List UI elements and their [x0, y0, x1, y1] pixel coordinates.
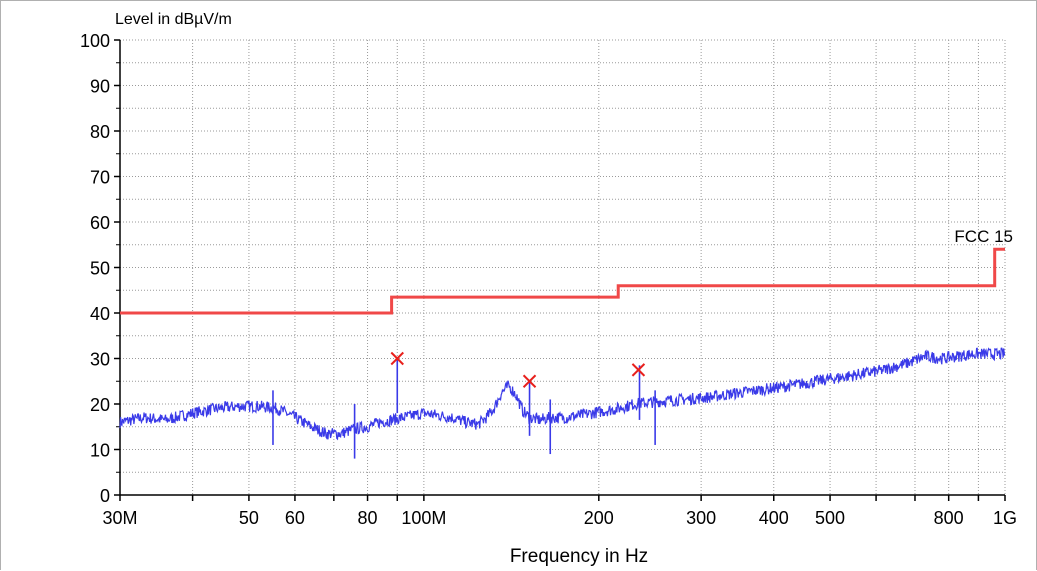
y-tick-label: 60	[90, 213, 110, 233]
limit-line-label: FCC 15	[954, 227, 1013, 246]
axis-ticks: 0 10 20 30 40 50 60 70 80 90 100 30M 50 60 80 100M 200 30…	[80, 31, 1017, 528]
y-tick-label: 0	[100, 486, 110, 506]
y-tick-label: 90	[90, 77, 110, 97]
x-tick-label: 800	[934, 508, 964, 528]
y-axis-label: Level in dBµV/m	[115, 11, 232, 28]
y-tick-label: 100	[80, 31, 110, 51]
y-tick-label: 50	[90, 259, 110, 279]
peak-marker	[631, 363, 646, 377]
x-tick-label: 100M	[401, 508, 446, 528]
x-tick-label: 400	[759, 508, 789, 528]
peak-marker-stroke	[390, 351, 404, 366]
x-tick-label: 500	[815, 508, 845, 528]
x-axis-label: Frequency in Hz	[510, 546, 648, 567]
x-tick-label: 1G	[993, 508, 1017, 528]
limit-line	[120, 247, 1005, 315]
x-tick-label: 300	[686, 508, 716, 528]
grid	[120, 39, 1006, 495]
y-tick-label: 70	[90, 168, 110, 188]
y-tick-label: 40	[90, 304, 110, 324]
peak-marker	[522, 374, 537, 388]
y-tick-label: 80	[90, 122, 110, 142]
x-tick-label: 80	[358, 508, 378, 528]
peak-marker-stroke	[522, 374, 537, 388]
peak-marker-stroke	[631, 363, 646, 377]
x-tick-label: 30M	[102, 508, 137, 528]
trace-path	[119, 347, 1006, 441]
y-tick-label: 10	[90, 441, 110, 461]
y-tick-label: 30	[90, 350, 110, 370]
x-tick-label: 200	[584, 508, 614, 528]
y-tick-label: 20	[90, 395, 110, 415]
measurement-trace	[119, 347, 1006, 459]
peak-markers	[390, 351, 646, 388]
peak-marker	[390, 351, 404, 366]
x-tick-label: 60	[285, 508, 305, 528]
limit-line-path	[120, 247, 1005, 315]
x-tick-label: 50	[239, 508, 259, 528]
